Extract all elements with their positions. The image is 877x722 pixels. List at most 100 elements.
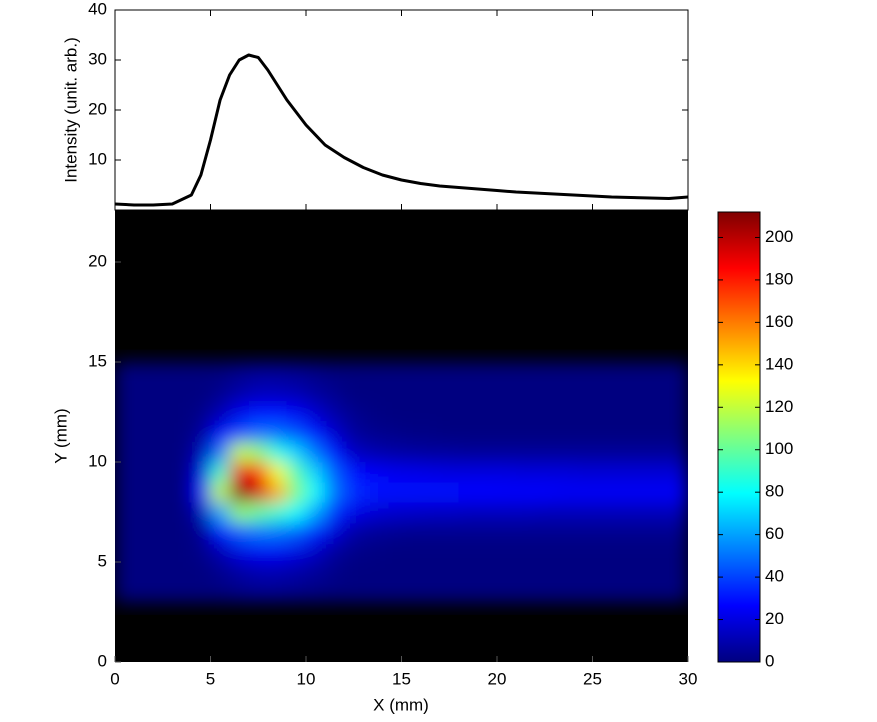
- heatmap-cell: [210, 462, 231, 483]
- colorbar-tick-label: 120: [765, 397, 793, 416]
- heatmap-cell: [248, 462, 269, 483]
- heatmap-cell: [286, 502, 307, 523]
- heatmap-cell: [611, 442, 632, 463]
- heatmap-cell: [401, 582, 422, 603]
- colorbar-tick-label: 200: [765, 227, 793, 246]
- heatmap-cell: [630, 382, 651, 403]
- heatmap-cell: [420, 502, 441, 523]
- heatmap-cell: [592, 522, 613, 543]
- heatmap-cell: [611, 582, 632, 603]
- heatmap-cell: [210, 582, 231, 603]
- heatmap-cell: [649, 502, 670, 523]
- heatmap-cell: [115, 502, 135, 523]
- heatmap-cell: [286, 522, 307, 543]
- heatmap-cell: [420, 462, 441, 483]
- colorbar-tick-label: 0: [765, 651, 774, 670]
- heatmap-cell: [267, 582, 288, 603]
- heatmap-cell: [535, 402, 555, 423]
- heatmap-cell: [439, 582, 460, 603]
- heatmap-cell: [554, 362, 574, 383]
- heatmap-cell: [668, 402, 688, 423]
- heatmap-cell: [554, 462, 574, 483]
- heatmap-cell: [229, 582, 250, 603]
- heatmap-cell: [573, 462, 593, 483]
- heatmap-cell: [344, 382, 364, 403]
- heatmap-cell: [153, 462, 173, 483]
- heatmap-cell: [325, 542, 345, 563]
- heatmap-cell: [458, 502, 479, 523]
- heatmap-cell: [516, 562, 536, 583]
- heatmap-cell: [401, 482, 422, 503]
- heatmap-cell: [344, 542, 364, 563]
- heatmap-cell: [134, 522, 154, 543]
- heatmap-cell: [172, 482, 192, 503]
- heatmap-cell: [306, 422, 326, 443]
- heatmap-cell: [401, 502, 422, 523]
- heatmap-cell: [134, 582, 154, 603]
- heatmap-cell: [611, 382, 632, 403]
- heatmap-cell: [535, 442, 555, 463]
- heatmap-cell: [306, 362, 326, 383]
- heatmap-cell: [668, 442, 688, 463]
- heatmap-cell: [420, 382, 441, 403]
- line-axes: [114, 9, 689, 211]
- heatmap-cell: [630, 502, 651, 523]
- heatmap-cell: [535, 522, 555, 543]
- heatmap-cell: [344, 582, 364, 603]
- heatmap-cell: [267, 362, 288, 383]
- x-axis-label: X (mm): [373, 695, 429, 714]
- heatmap-cell: [306, 482, 326, 503]
- heatmap-cell: [286, 482, 307, 503]
- heatmap-cell: [649, 562, 670, 583]
- heatmap-cell: [516, 522, 536, 543]
- heatmap-cell: [229, 482, 250, 503]
- heatmap-cell: [668, 422, 688, 443]
- heatmap-cell: [516, 422, 536, 443]
- heatmap-cell: [382, 402, 402, 423]
- heatmap-cell: [191, 362, 211, 383]
- heatmap-cell: [363, 462, 383, 483]
- heatmap-cell: [592, 562, 613, 583]
- heatmap-cell: [344, 502, 364, 523]
- heatmap-cell: [115, 442, 135, 463]
- heatmap-cell: [554, 582, 574, 603]
- heatmap-cell: [382, 562, 402, 583]
- heatmap-cell: [267, 402, 288, 423]
- heatmap-cell: [325, 462, 345, 483]
- heatmap-cell: [191, 582, 211, 603]
- heatmap-cell: [573, 582, 593, 603]
- heatmap-cell: [535, 422, 555, 443]
- heatmap-cell: [325, 522, 345, 543]
- y-tick-label: 15: [88, 351, 107, 370]
- heatmap-cell: [306, 402, 326, 423]
- heatmap-cell: [210, 362, 231, 383]
- heatmap-cell: [458, 402, 479, 423]
- heatmap-cell: [611, 502, 632, 523]
- heatmap-cell: [420, 582, 441, 603]
- heatmap-cell: [172, 402, 192, 423]
- heatmap-cell: [134, 382, 154, 403]
- heatmap-cell: [363, 562, 383, 583]
- heatmap-cell: [458, 542, 479, 563]
- heatmap-cell: [267, 542, 288, 563]
- heatmap-cell: [630, 562, 651, 583]
- y-tick-label: 30: [88, 49, 107, 68]
- heatmap-cell: [134, 362, 154, 383]
- heatmap-cell: [477, 502, 498, 523]
- heatmap-cell: [325, 382, 345, 403]
- heatmap-cell: [344, 442, 364, 463]
- heatmap-cell: [535, 362, 555, 383]
- heatmap-cell: [458, 362, 479, 383]
- heatmap-cell: [286, 462, 307, 483]
- heatmap-cell: [248, 442, 269, 463]
- heatmap-cell: [649, 462, 670, 483]
- heatmap-cell: [630, 542, 651, 563]
- heatmap-cell: [458, 522, 479, 543]
- heatmap-cell: [535, 542, 555, 563]
- heatmap-cell: [649, 382, 670, 403]
- heatmap-cell: [286, 362, 307, 383]
- heatmap-cell: [325, 502, 345, 523]
- heatmap-cell: [115, 462, 135, 483]
- heatmap-cell: [477, 422, 498, 443]
- heatmap-cell: [516, 462, 536, 483]
